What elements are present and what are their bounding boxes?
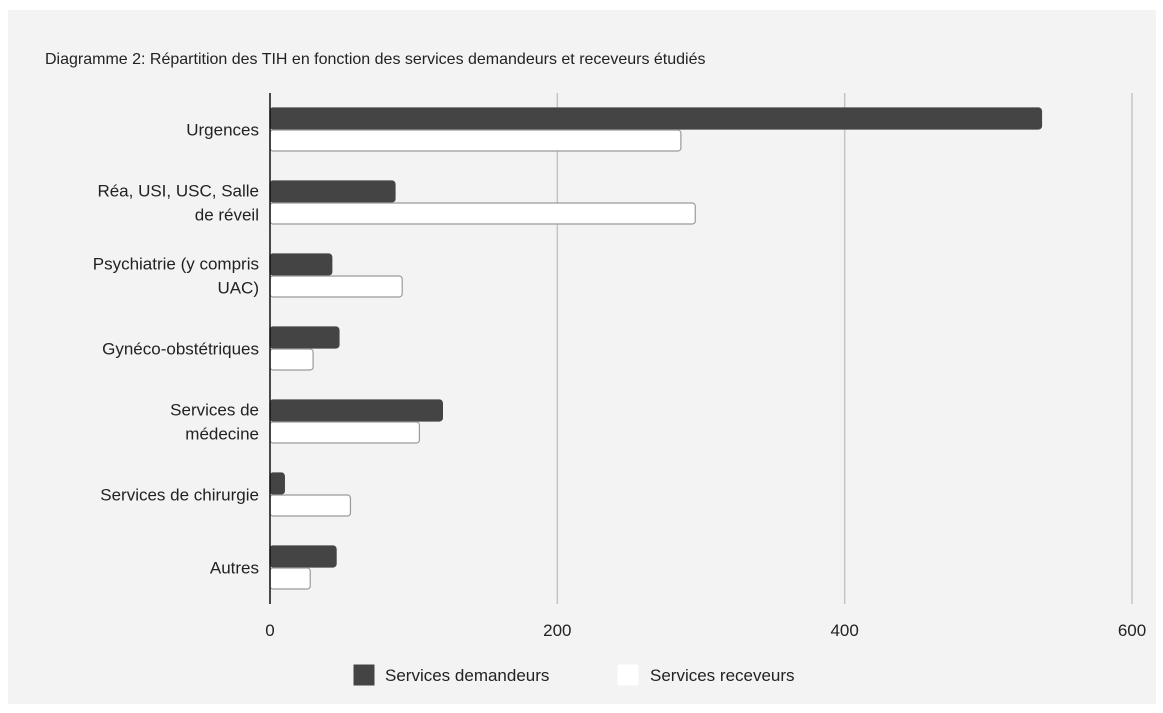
bar-demandeurs-1	[269, 180, 396, 203]
x-tick-label-0: 0	[265, 621, 274, 640]
bar-receveurs-4	[269, 421, 421, 444]
category-label-2-line-0: Psychiatrie (y compris	[93, 255, 259, 274]
bar-demandeurs-2	[269, 253, 333, 276]
bar-receveurs-1	[269, 202, 696, 225]
chart-title: Diagramme 2: Répartition des TIH en fonc…	[45, 51, 706, 68]
category-label-4-line-0: Services de	[170, 401, 259, 420]
bar-demandeurs-5	[269, 472, 285, 495]
category-label-0: Urgences	[186, 121, 259, 140]
bar-receveurs-2	[269, 275, 403, 298]
bar-demandeurs-3	[269, 326, 340, 349]
category-label-5: Services de chirurgie	[100, 486, 259, 505]
x-tick-label-2: 400	[830, 621, 858, 640]
bar-demandeurs-0	[269, 107, 1043, 130]
category-label-1-line-0: Réa, USI, USC, Salle	[97, 182, 259, 201]
legend-swatch-1	[617, 664, 639, 686]
bar-demandeurs-4	[269, 399, 443, 422]
legend-swatch-0	[353, 664, 375, 686]
legend-label-0: Services demandeurs	[385, 666, 549, 685]
bar-receveurs-5	[269, 494, 352, 517]
category-label-1-line-1: de réveil	[195, 206, 259, 225]
category-label-3: Gynéco-obstétriques	[102, 340, 259, 359]
x-tick-label-3: 600	[1118, 621, 1146, 640]
bar-receveurs-3	[269, 348, 314, 371]
bar-receveurs-0	[269, 129, 682, 152]
bar-demandeurs-6	[269, 545, 337, 568]
category-label-2-line-1: UAC)	[217, 279, 259, 298]
category-label-6: Autres	[210, 559, 259, 578]
category-label-4-line-1: médecine	[185, 425, 259, 444]
x-tick-label-1: 200	[543, 621, 571, 640]
bar-receveurs-6	[269, 567, 311, 590]
legend-label-1: Services receveurs	[650, 666, 795, 685]
